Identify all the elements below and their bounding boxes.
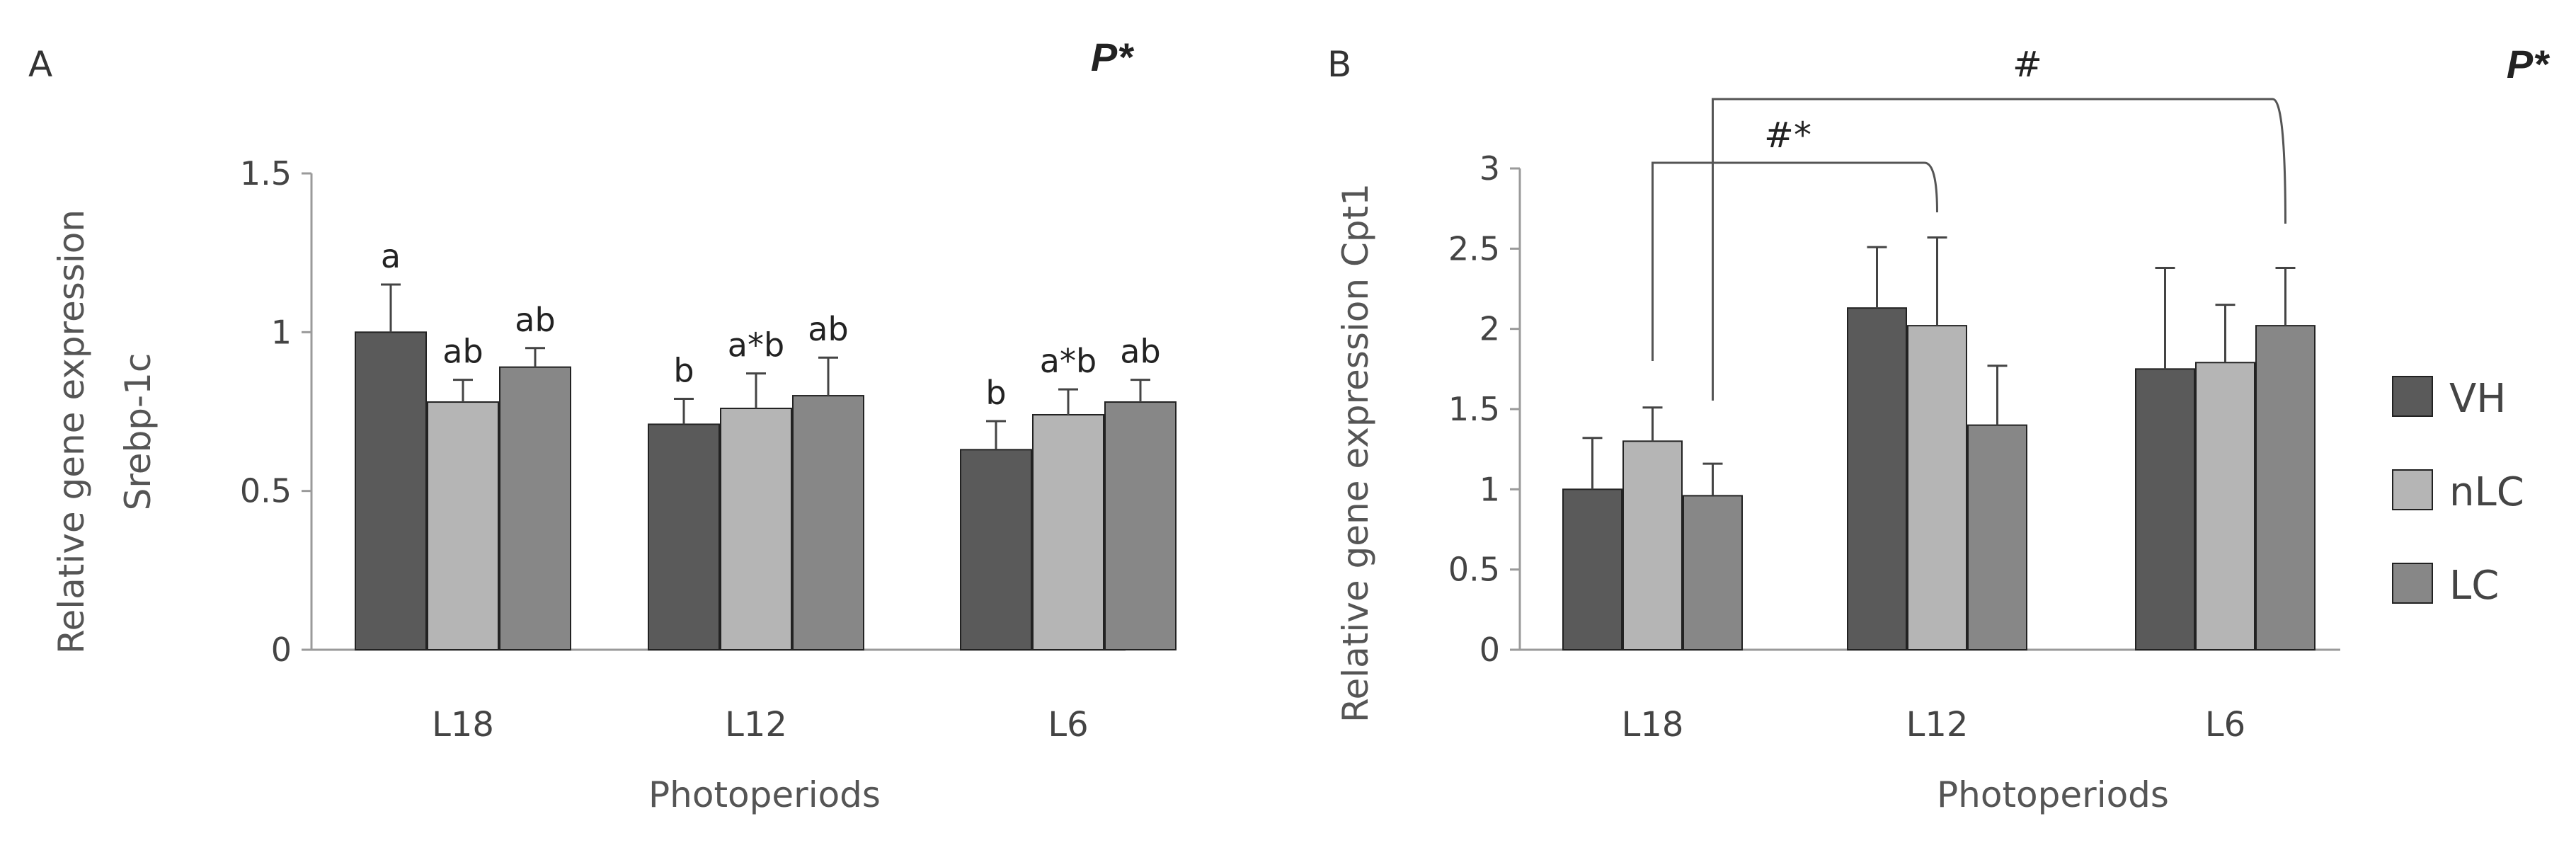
panel-a: A P* Relative gene expression Srebp-1c P… xyxy=(28,35,1177,815)
panel-b-plot: 0 0.5 1 1.5 2 2.5 3 L18 L12 L6 #* # xyxy=(1448,44,2340,745)
panel-a-y-tick-label: 1 xyxy=(271,313,292,351)
panel-b-label: B xyxy=(1327,44,1351,85)
panel-a-bar-VH-L6 xyxy=(960,449,1032,651)
panel-b-bar-LC-L18 xyxy=(1683,495,1743,651)
panel-a-sig-label-LC-L12: ab xyxy=(808,310,848,348)
panel-b-bracket-label-0: #* xyxy=(1764,115,1811,156)
panel-a-xlabel: Photoperiods xyxy=(648,774,881,815)
panel-b-y-tick-label: 0 xyxy=(1479,631,1500,669)
panel-b-bar-nLC-L18 xyxy=(1622,440,1683,650)
panel-a-bar-VH-L12 xyxy=(648,423,720,650)
panel-b-bracket-label-1: # xyxy=(2013,44,2042,85)
panel-a-bar-LC-L12 xyxy=(792,395,864,650)
panel-b-y-tick-label: 1 xyxy=(1479,470,1500,508)
legend-label-nLC: nLC xyxy=(2449,469,2524,515)
panel-a-sig-label-LC-L6: ab xyxy=(1120,333,1160,371)
panel-b-bar-nLC-L12 xyxy=(1907,325,1967,650)
panel-a-category-L6: L6 xyxy=(1048,705,1088,745)
panel-b-bar-VH-L12 xyxy=(1847,307,1907,650)
legend-label-VH: VH xyxy=(2449,376,2506,422)
panel-b-category-L18: L18 xyxy=(1622,705,1684,745)
panel-a-y-tick-label: 1.5 xyxy=(240,154,292,193)
panel-b-bar-LC-L6 xyxy=(2255,325,2315,650)
panel-a-sig-label-VH-L6: b xyxy=(985,374,1006,412)
panel-a-category-L12: L12 xyxy=(725,705,787,745)
panel-b-y-tick-label: 0.5 xyxy=(1448,551,1500,589)
panel-b-category-L12: L12 xyxy=(1906,705,1969,745)
panel-a-bar-nLC-L12 xyxy=(720,408,792,650)
panel-a-label: A xyxy=(28,44,52,85)
legend-swatch-LC xyxy=(2392,563,2433,604)
panel-a-y-tick-label: 0.5 xyxy=(240,472,292,510)
panel-a-sig-label-LC-L18: ab xyxy=(515,301,555,339)
panel-a-sig-label-VH-L12: b xyxy=(673,352,694,390)
panel-a-ylabel-line1: Relative gene expression xyxy=(51,210,92,654)
legend-label-LC: LC xyxy=(2449,563,2499,609)
panel-a-bar-LC-L6 xyxy=(1104,401,1177,650)
legend-swatch-VH xyxy=(2392,376,2433,417)
panel-b-xlabel: Photoperiods xyxy=(1937,774,2169,815)
panel-a-sig-label-nLC-L12: a*b xyxy=(728,326,784,365)
panel-a-sig-label-VH-L18: a xyxy=(381,237,401,275)
panel-b-y-tick-label: 2.5 xyxy=(1448,229,1500,268)
legend-swatch-nLC xyxy=(2392,469,2433,510)
panel-b-ylabel: Relative gene expression Cpt1 xyxy=(1335,183,1376,723)
panel-a-category-L18: L18 xyxy=(432,705,494,745)
panel-b-bracket-1 xyxy=(1712,98,2286,401)
panel-b-significance-note: P* xyxy=(2507,42,2550,86)
panel-b-y-tick-label: 1.5 xyxy=(1448,390,1500,428)
panel-a-sig-label-nLC-L18: ab xyxy=(442,333,483,371)
panel-b-bar-VH-L6 xyxy=(2135,368,2195,650)
panel-a-ylabel-line2: Srebp-1c xyxy=(118,353,159,511)
panel-a-bar-nLC-L18 xyxy=(427,401,499,650)
panel-b-bar-VH-L18 xyxy=(1562,488,1622,650)
panel-a-bar-VH-L18 xyxy=(355,331,427,650)
panel-b-bar-nLC-L6 xyxy=(2195,362,2255,650)
panel-a-significance-note: P* xyxy=(1091,35,1134,79)
panel-a-y-tick-label: 0 xyxy=(271,631,292,669)
panel-a-sig-label-nLC-L6: a*b xyxy=(1040,342,1097,380)
panel-b-y-tick-label: 3 xyxy=(1479,149,1500,188)
legend: VH nLC LC xyxy=(2392,376,2524,609)
panel-b-category-L6: L6 xyxy=(2205,705,2245,745)
panel-b-bar-LC-L12 xyxy=(1967,424,2027,651)
panel-b-y-tick-label: 2 xyxy=(1479,310,1500,348)
panel-a-bar-LC-L18 xyxy=(499,366,571,650)
panel-b: B P* Relative gene expression Cpt1 Photo… xyxy=(1327,42,2550,815)
panel-b-bracket-0 xyxy=(1651,161,1938,361)
panel-a-bar-nLC-L6 xyxy=(1032,413,1104,651)
